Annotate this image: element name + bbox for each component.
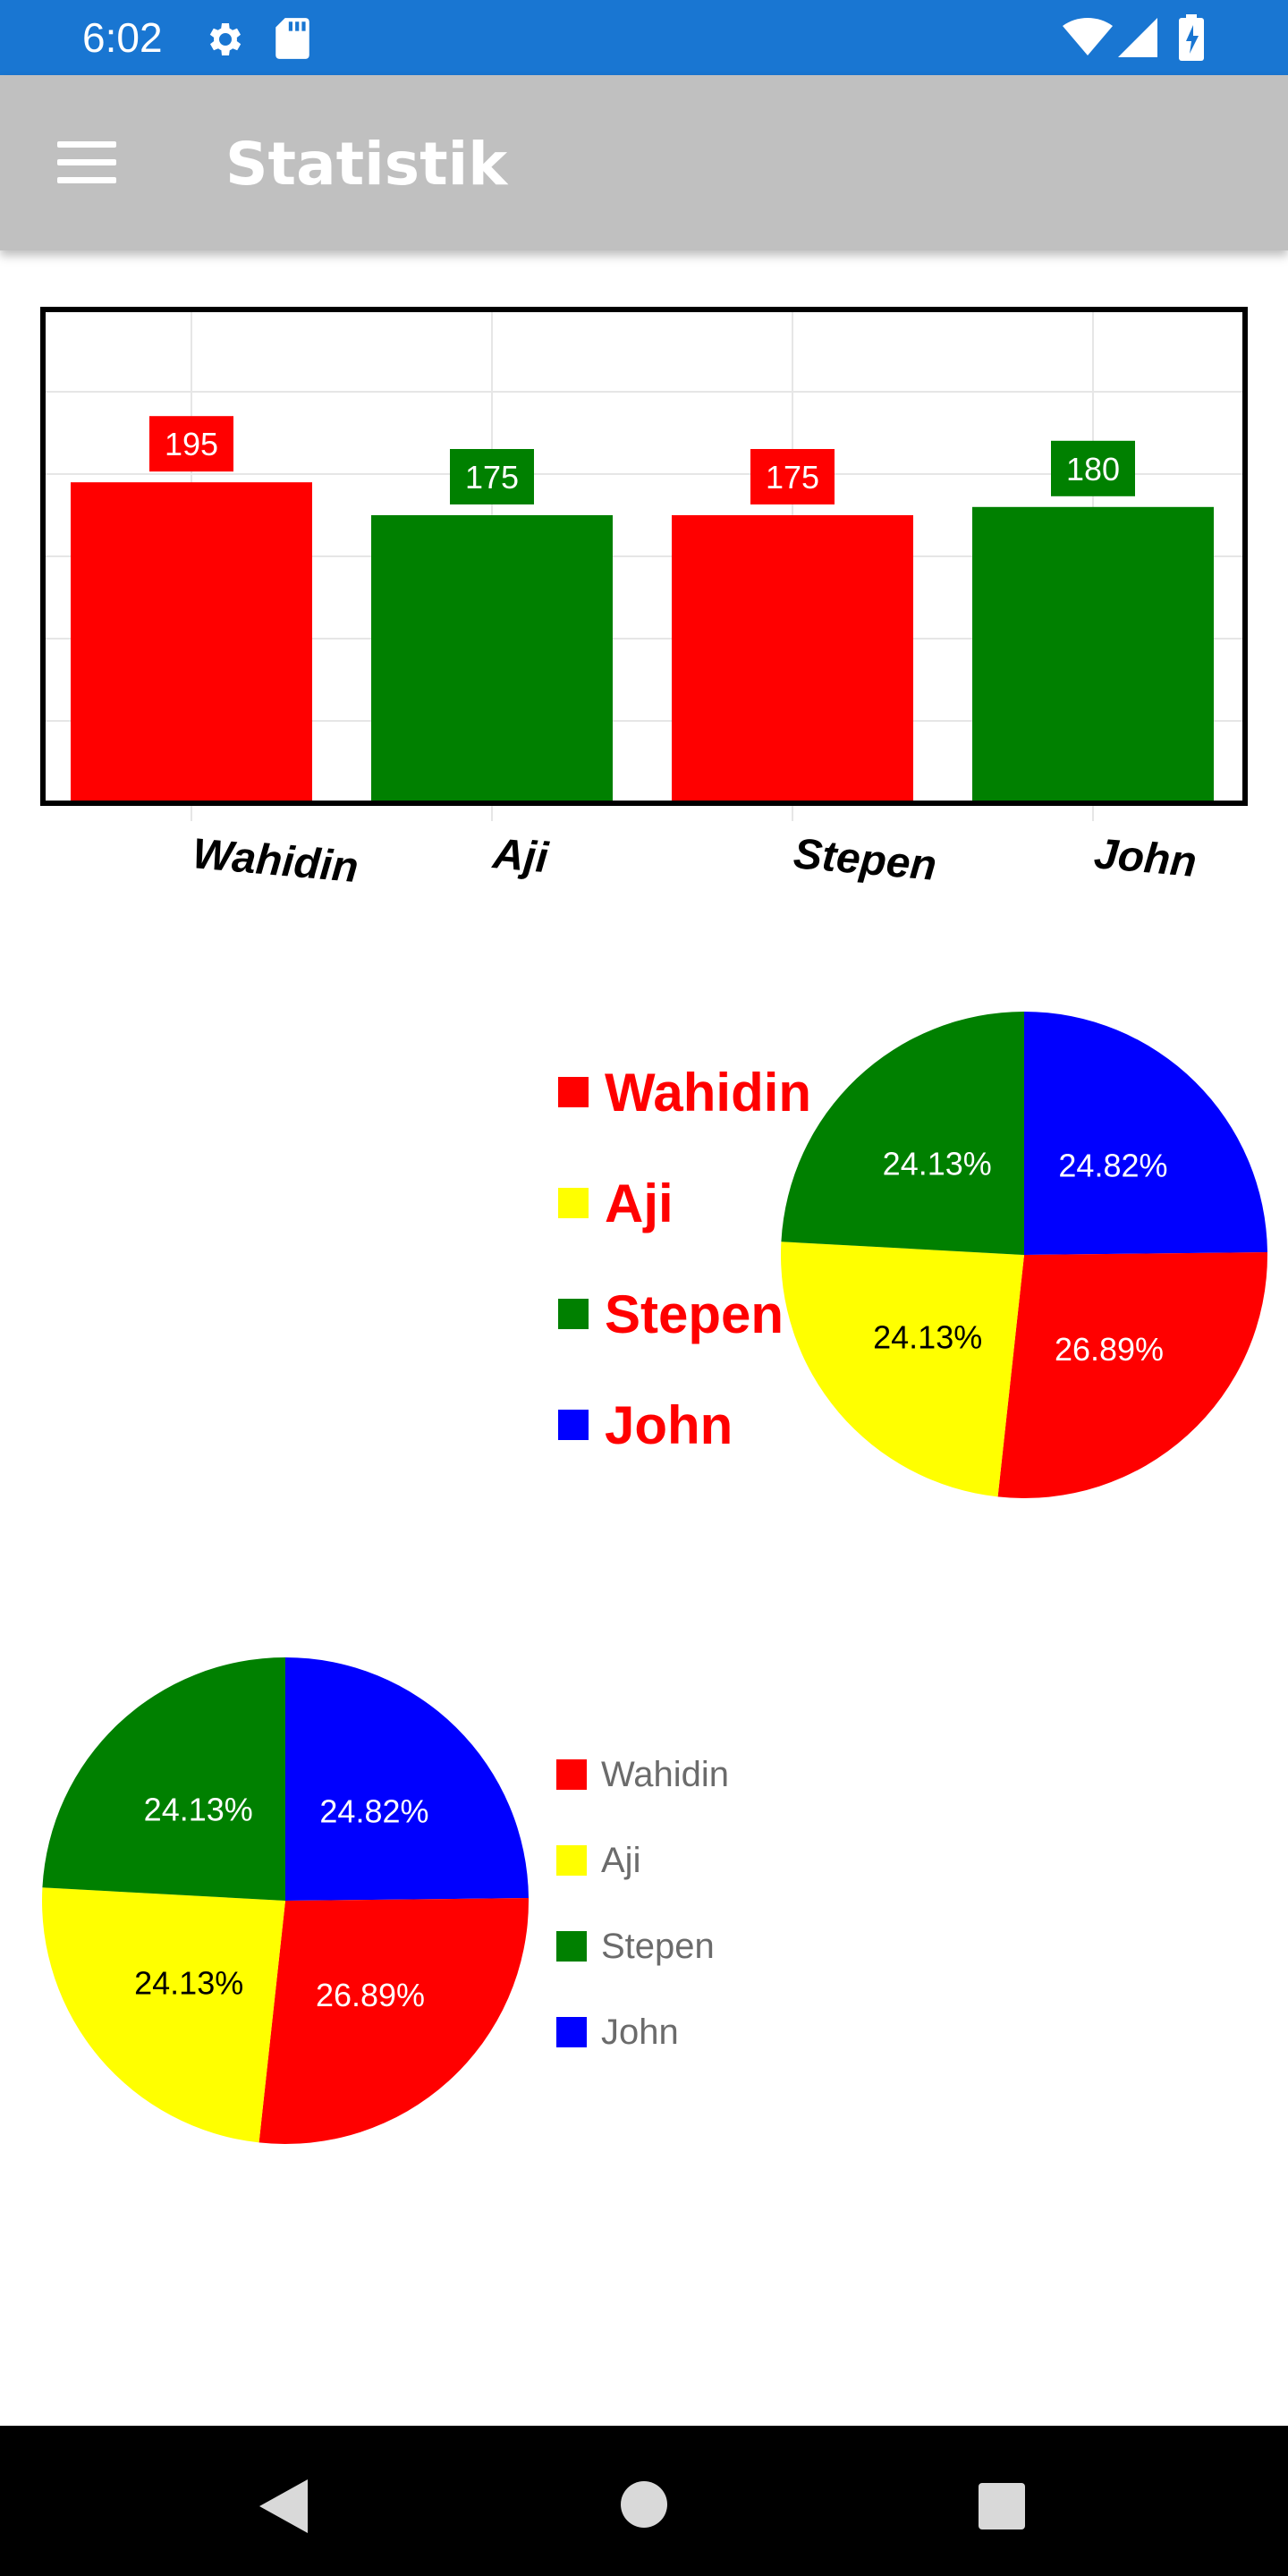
- bar-value-label: 175: [766, 459, 819, 496]
- pie-value-label-stepen: 24.13%: [883, 1145, 992, 1182]
- app-bar: [0, 75, 1288, 250]
- bar-value-label: 175: [465, 459, 519, 496]
- legend-swatch: [558, 1077, 589, 1107]
- legend-item-aji: Aji: [556, 1837, 640, 1884]
- page-title: Statistik: [225, 130, 508, 199]
- legend-label: Stepen: [601, 1926, 715, 1966]
- legend-swatch: [558, 1188, 589, 1218]
- bar-value-badge: [450, 449, 534, 504]
- legend-item-john: John: [556, 2009, 679, 2055]
- pie-slice-john: [285, 1657, 529, 1901]
- legend-item-wahidin: Wahidin: [558, 1059, 811, 1125]
- pie-slice-aji: [42, 1887, 285, 2143]
- legend-label: Aji: [605, 1173, 674, 1233]
- status-time: 6:02: [82, 14, 163, 61]
- legend-swatch: [558, 1410, 589, 1440]
- recents-icon[interactable]: [979, 2483, 1025, 2529]
- legend-swatch: [556, 2017, 587, 2047]
- pie-value-label-john: 24.82%: [1058, 1147, 1167, 1183]
- x-tick-label-john: John: [1092, 830, 1199, 886]
- bar-chart: 195 Wahidin 175 Aji 175 Stepen 180 John: [40, 307, 1248, 892]
- bar-value-badge: [149, 416, 233, 472]
- legend-swatch: [558, 1299, 589, 1329]
- bar-value-badge: [1051, 440, 1135, 496]
- pie-value-label-aji: 24.13%: [134, 1965, 243, 2002]
- pie-slice-stepen: [42, 1657, 286, 1901]
- pie-slice-wahidin: [258, 1898, 529, 2144]
- legend-item-aji: Aji: [558, 1170, 674, 1236]
- gear-icon: [209, 23, 242, 55]
- bar-value-label: 180: [1066, 451, 1120, 487]
- legend-label: Aji: [601, 1840, 641, 1880]
- legend-swatch: [556, 1759, 587, 1790]
- bar-value-badge: [750, 449, 835, 504]
- x-tick-label-wahidin: Wahidin: [191, 830, 360, 892]
- legend-item-wahidin: Wahidin: [556, 1751, 729, 1798]
- x-tick-label-aji: Aji: [490, 830, 551, 882]
- legend-item-stepen: Stepen: [558, 1281, 784, 1347]
- legend-item-stepen: Stepen: [556, 1923, 715, 1970]
- legend-label: John: [605, 1394, 733, 1455]
- pie-value-label-stepen: 24.13%: [144, 1791, 253, 1827]
- legend-swatch: [556, 1931, 587, 1962]
- bar-wahidin: [71, 482, 312, 803]
- pie-slice-john: [1024, 1012, 1267, 1255]
- sd-card-icon: [275, 18, 309, 59]
- status-bar: 6:02: [0, 0, 1288, 75]
- pie-slice-stepen: [781, 1012, 1024, 1255]
- pie-chart-small-legend: 24.82% 26.89% 24.13% 24.13%: [42, 1657, 529, 2144]
- bar-aji: [371, 515, 613, 803]
- cell-signal-icon: [1118, 18, 1157, 57]
- pie-value-label-john: 24.82%: [319, 1792, 428, 1829]
- hamburger-menu-icon[interactable]: [57, 141, 116, 184]
- bar-john: [972, 506, 1214, 803]
- legend-label: Wahidin: [605, 1062, 812, 1123]
- home-icon[interactable]: [621, 2481, 667, 2528]
- pie-value-label-wahidin: 26.89%: [316, 1977, 425, 2013]
- bar-stepen: [672, 515, 913, 803]
- pie-chart-large-legend: 24.82% 26.89% 24.13% 24.13%: [781, 1012, 1267, 1498]
- legend-swatch: [556, 1845, 587, 1876]
- pie-slice-wahidin: [997, 1252, 1267, 1498]
- back-icon[interactable]: [259, 2479, 308, 2533]
- pie-value-label-aji: 24.13%: [873, 1319, 982, 1356]
- battery-charging-icon: [1179, 14, 1204, 61]
- wifi-icon: [1063, 18, 1113, 55]
- bar-value-label: 195: [165, 426, 218, 462]
- legend-label: Wahidin: [601, 1754, 730, 1794]
- legend-label: John: [601, 2012, 679, 2052]
- x-tick-label-stepen: Stepen: [792, 830, 938, 890]
- plot-border: [40, 307, 1248, 806]
- legend-label: Stepen: [605, 1284, 784, 1344]
- pie-value-label-wahidin: 26.89%: [1055, 1331, 1164, 1368]
- legend-item-john: John: [558, 1392, 733, 1458]
- pie-slice-aji: [781, 1241, 1024, 1497]
- navigation-bar: [0, 2426, 1288, 2576]
